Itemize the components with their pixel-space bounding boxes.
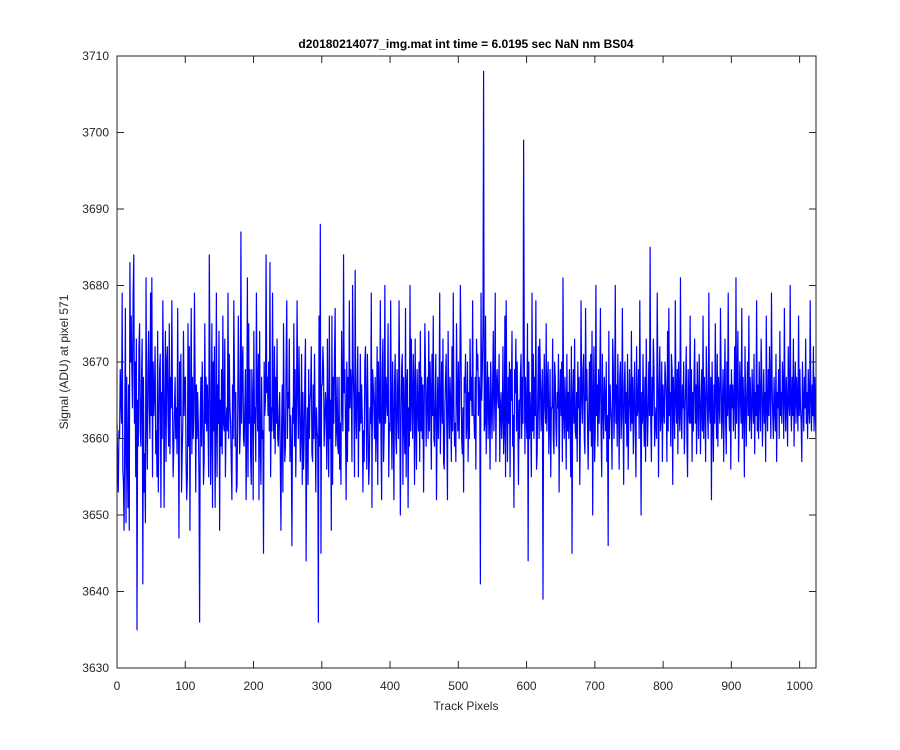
y-tick-label: 3640 [82,585,109,599]
x-tick-label: 500 [448,679,468,693]
x-tick-label: 100 [175,679,195,693]
ticks-layer: 0 100 200 300 400 500 600 700 800 900 1000 3630 3640… [82,49,816,693]
x-tick-label: 0 [114,679,121,693]
y-tick-label: 3710 [82,49,109,63]
x-tick-label: 900 [721,679,741,693]
y-tick-label: 3660 [82,432,109,446]
x-tick-label: 300 [312,679,332,693]
x-tick-label: 800 [653,679,673,693]
y-tick-label: 3650 [82,508,109,522]
y-tick-label: 3680 [82,279,109,293]
x-tick-label: 600 [517,679,537,693]
x-axis-label: Track Pixels [434,699,499,713]
x-tick-label: 1000 [786,679,813,693]
x-tick-label: 400 [380,679,400,693]
chart-title: d20180214077_img.mat int time = 6.0195 s… [298,37,634,51]
y-tick-label: 3700 [82,126,109,140]
plot-area [117,56,816,668]
x-tick-label: 200 [244,679,264,693]
series-layer [116,70,817,631]
y-tick-label: 3690 [82,202,109,216]
y-axis-label: Signal (ADU) at pixel 571 [57,294,71,429]
y-tick-label: 3670 [82,355,109,369]
x-tick-label: 700 [585,679,605,693]
series-line [116,70,817,631]
y-tick-label: 3630 [82,661,109,675]
